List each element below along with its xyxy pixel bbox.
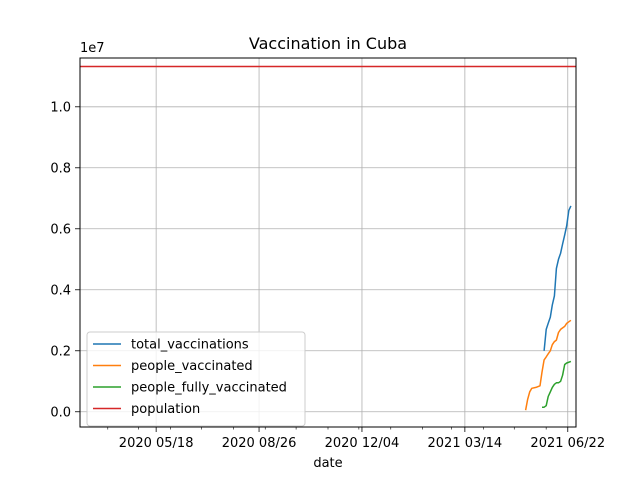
x-axis-label: date [313,456,342,471]
x-axis-ticks: 2020 05/18 2020 08/26 2020 12/04 2021 03/14… [107,427,605,451]
y-tick-label: 0.2 [50,344,71,359]
series-line-people-vaccinated [524,319,572,411]
legend: total_vaccinations people_vaccinatedpeopl… [86,331,306,427]
series-line-total-vaccinations [543,205,572,351]
chart-title: Vaccination in Cuba [249,34,407,53]
series-line-people-fully-vaccinated [542,360,572,408]
y-tick-label: 1.0 [50,100,71,115]
x-tick-label: 2020 12/04 [325,436,400,451]
x-tick-label: 2021 03/14 [428,436,503,451]
y-tick-label: 0.8 [50,161,71,176]
y-tick-label: 0.0 [50,405,71,420]
y-scale-label: 1e7 [80,41,105,56]
x-tick-label: 2021 06/22 [530,436,605,451]
series-layer [80,65,576,411]
legend-entry-label: total_vaccinations [131,338,249,353]
legend-entry-label: people_vaccinated [131,359,253,374]
x-tick-label: 2020 05/18 [119,436,194,451]
x-tick-label: 2020 08/26 [222,436,297,451]
y-tick-label: 0.6 [50,222,71,237]
y-axis-ticks: 0.0 0.2 0.4 0.6 0.8 1.0 [50,100,80,420]
legend-box [86,331,306,427]
legend-entry-label: population [131,402,200,417]
y-tick-label: 0.4 [50,283,71,298]
legend-entry-label: people_fully_vaccinated [131,381,287,396]
